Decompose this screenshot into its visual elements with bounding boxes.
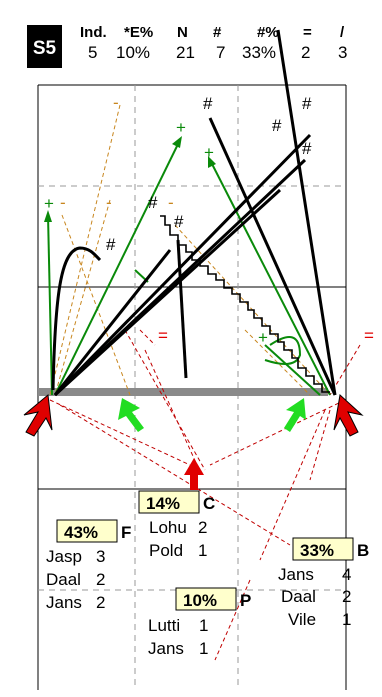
group-f-name: Jasp: [46, 547, 82, 566]
hash-marker: #: [148, 193, 158, 212]
red-arrow-right: [333, 394, 364, 437]
plus-marker: +: [204, 143, 214, 162]
group-b-pct: 33%: [300, 541, 334, 560]
equals-marker: =: [364, 326, 374, 345]
black-lines: [51, 29, 337, 397]
red-arrow-left: [23, 394, 53, 437]
stat-value-e: 10%: [116, 43, 150, 62]
hash-marker: #: [174, 212, 184, 231]
group-f-name: Daal: [46, 570, 81, 589]
green-arrow-right: [284, 398, 306, 432]
group-p-count: 1: [199, 616, 208, 635]
green-arrowheads: [44, 136, 216, 222]
group-p-name: Jans: [148, 639, 184, 658]
minus-marker: -: [113, 93, 119, 112]
stat-header-hash: #: [213, 24, 222, 41]
group-b-name: Vile: [288, 610, 316, 629]
group-b-pct-box: [292, 537, 354, 561]
group-f-pct-box: [56, 519, 118, 543]
green-arrows: [118, 398, 306, 432]
group-c-letter: C: [203, 494, 215, 513]
group-f-count: 2: [96, 570, 105, 589]
minus-marker: -: [168, 193, 174, 212]
goal-bar: [38, 388, 328, 396]
equals-markers: = =: [158, 326, 374, 345]
group-p-name: Lutti: [148, 616, 180, 635]
hash-marker: #: [302, 94, 312, 113]
hash-marker: #: [203, 94, 213, 113]
stat-value-ind: 5: [88, 43, 97, 62]
plus-marker: +: [176, 118, 186, 137]
group-p-letter: P: [240, 591, 251, 610]
stat-header-ind: Ind.: [80, 24, 107, 41]
stat-header-e: *E%: [124, 24, 153, 41]
plus-markers: + + + +: [44, 118, 268, 347]
minus-markers: - - - -: [60, 93, 174, 212]
hash-marker: #: [272, 116, 282, 135]
group-p-pct-box: [175, 587, 237, 611]
minus-marker: -: [106, 193, 112, 212]
stat-value-hash: 7: [216, 43, 225, 62]
stat-value-eq: 2: [301, 43, 310, 62]
green-lines: [47, 139, 331, 396]
badge-label: S5: [33, 38, 57, 59]
group-f-count: 2: [96, 593, 105, 612]
stat-header-eq: =: [303, 24, 312, 41]
group-f-pct: 43%: [64, 523, 98, 542]
stat-header-n: N: [177, 24, 188, 41]
plus-marker: +: [44, 194, 54, 213]
group-c-pct: 14%: [146, 494, 180, 513]
stat-header-slash: /: [340, 24, 345, 41]
group-c-pct-box: [138, 490, 200, 514]
dashed-orange-lines: [49, 104, 331, 396]
stat-value-n: 21: [176, 43, 195, 62]
hash-marker: #: [302, 139, 312, 158]
group-f-letter: F: [121, 523, 131, 542]
group-b-count: 4: [342, 565, 351, 584]
group-p-pct: 10%: [183, 591, 217, 610]
stat-value-slash: 3: [338, 43, 347, 62]
red-arrow-center: [184, 458, 204, 490]
badge-box: [27, 25, 62, 68]
hash-marker: #: [106, 235, 116, 254]
group-c-count: 1: [198, 541, 207, 560]
minus-marker: -: [60, 193, 66, 212]
stat-value-hashpct: 33%: [242, 43, 276, 62]
plus-marker: +: [258, 328, 268, 347]
group-b-name: Daal: [281, 587, 316, 606]
group-p-count: 1: [199, 639, 208, 658]
group-b-name: Jans: [278, 565, 314, 584]
group-c-name: Pold: [149, 541, 183, 560]
group-f-name: Jans: [46, 593, 82, 612]
group-b-count: 1: [342, 610, 351, 629]
group-f-count: 3: [96, 547, 105, 566]
group-c-count: 2: [198, 518, 207, 537]
group-b-count: 2: [342, 587, 351, 606]
stat-header-hashpct: #%: [257, 24, 279, 41]
green-arrow-left: [118, 398, 144, 432]
group-c-name: Lohu: [149, 518, 187, 537]
red-arrows: [23, 394, 364, 490]
hash-markers: # # # # # # #: [106, 94, 312, 254]
equals-marker: =: [158, 326, 168, 345]
group-b-letter: B: [357, 541, 369, 560]
dashed-red-lines: [49, 329, 361, 661]
